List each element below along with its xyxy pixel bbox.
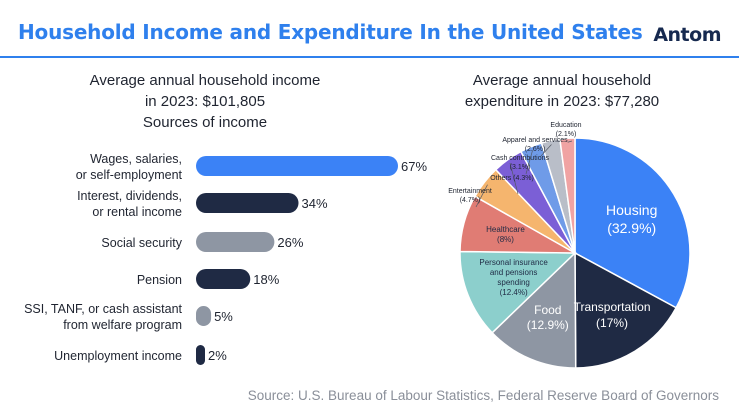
- pie-slice-label: (3.1%): [510, 164, 531, 171]
- income-category-label: or self-employment: [76, 168, 183, 182]
- pie-slice-label: Housing: [606, 202, 657, 218]
- income-bar-value-label: 2%: [208, 348, 227, 363]
- pie-leader-line: [525, 150, 533, 175]
- page-title: Household Income and Expenditure In the …: [18, 20, 643, 44]
- pie-leader-line: [475, 184, 488, 208]
- pie-slice-label: (8%): [497, 235, 514, 244]
- pie-slice-label: Transportation: [574, 300, 651, 314]
- pie-slice: [491, 251, 577, 369]
- pie-slice-label: (2.6%): [525, 146, 546, 153]
- pie-slice-label: (12.9%): [527, 318, 569, 332]
- income-bar: [196, 306, 212, 326]
- pie-slice-label: (32.9%): [607, 220, 656, 236]
- expenditure-title-line1: Average annual household: [472, 72, 652, 89]
- pie-slice-label: and pensions: [490, 268, 538, 277]
- income-bar-value-label: 67%: [401, 159, 427, 174]
- pie-leader-line: [509, 162, 519, 195]
- pie-slice-label: Education: [550, 122, 581, 129]
- income-title-line3: Sources of income: [142, 114, 268, 131]
- income-bar: [196, 269, 251, 289]
- pie-slice: [574, 251, 678, 369]
- income-category-label: Unemployment income: [54, 349, 182, 363]
- income-bar-chart: 67% Wages, salaries, or self-employment 34%…: [24, 152, 427, 365]
- income-title-line2: in 2023: $101,805: [144, 93, 266, 110]
- income-bar-value-label: 18%: [253, 272, 279, 287]
- expenditure-title-line2: expenditure in 2023: $77,280: [464, 93, 660, 110]
- pie-slice: [559, 137, 576, 254]
- pie-slice-label: Personal insurance: [479, 258, 548, 267]
- pie-leader-line: [540, 144, 552, 157]
- income-category-label: Pension: [137, 273, 182, 287]
- pie-slice-label: Others (4.3%): [490, 175, 534, 182]
- pie-slice-label: Cash contributions: [491, 155, 549, 162]
- income-bar: [196, 345, 205, 365]
- pie-slice-label: (2.1%): [556, 131, 577, 138]
- income-category-label: Social security: [101, 236, 182, 250]
- income-category-label: from welfare program: [63, 318, 182, 332]
- pie-slice: [574, 137, 691, 309]
- income-title-line1: Average annual household income: [89, 72, 321, 89]
- income-bar: [196, 156, 398, 176]
- pie-slice: [459, 250, 577, 334]
- income-bar-value-label: 5%: [214, 309, 233, 324]
- income-bar-value-label: 34%: [302, 196, 328, 211]
- income-chart-title: Average annual household income in 2023:…: [40, 70, 370, 133]
- income-category-label: SSI, TANF, or cash assistant: [24, 302, 182, 316]
- expenditure-pie-chart: Housing(32.9%)Transportation(17%)Food(12…: [448, 122, 691, 369]
- pie-slice-label: Healthcare: [486, 225, 525, 234]
- title-divider: [0, 56, 739, 58]
- income-bar: [196, 193, 299, 213]
- pie-leader-line: [567, 140, 573, 143]
- pie-slice-label: (12.4%): [500, 288, 528, 297]
- income-category-label: Interest, dividends,: [77, 189, 182, 203]
- pie-slice-label: spending: [497, 278, 529, 287]
- income-bar-value-label: 26%: [277, 235, 303, 250]
- pie-slice-label: (17%): [596, 316, 628, 330]
- income-category-label: or rental income: [92, 205, 182, 219]
- pie-slice-label: Apparel and services: [502, 137, 568, 144]
- brand-logo: Antom: [653, 24, 721, 46]
- pie-slice-label: Food: [534, 303, 561, 317]
- expenditure-chart-title: Average annual household expenditure in …: [432, 70, 692, 112]
- income-category-label: Wages, salaries,: [90, 152, 182, 166]
- pie-slice-label: Entertainment: [448, 188, 492, 195]
- income-bar: [196, 232, 275, 252]
- pie-slice-label: (4.7%): [460, 197, 481, 204]
- source-note: Source: U.S. Bureau of Labour Statistics…: [247, 388, 719, 403]
